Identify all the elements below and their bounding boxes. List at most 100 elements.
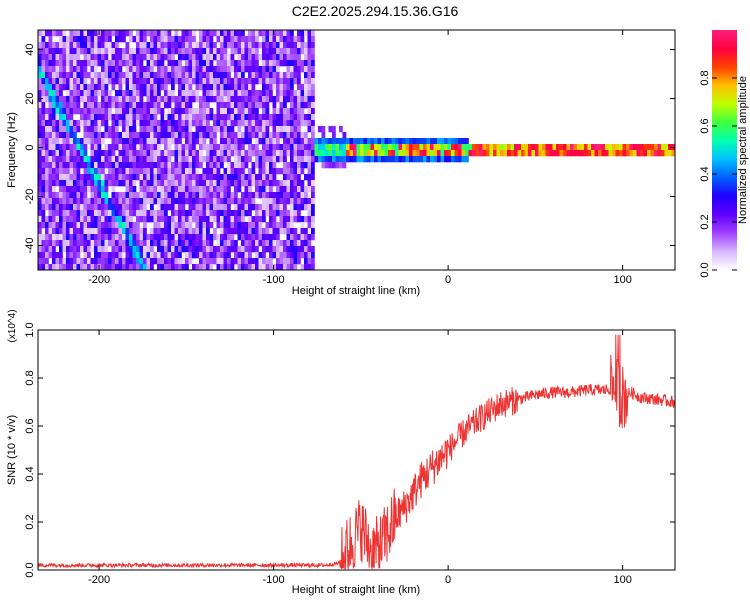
heatmap-cell bbox=[125, 30, 130, 37]
heatmap-cell bbox=[213, 252, 217, 259]
heatmap-cell bbox=[216, 204, 221, 211]
heatmap-cell bbox=[209, 90, 214, 97]
heatmap-cell bbox=[125, 240, 130, 247]
heatmap-cell bbox=[160, 120, 165, 127]
heatmap-cell bbox=[213, 90, 217, 97]
heatmap-cell bbox=[48, 174, 53, 181]
heatmap-cell bbox=[279, 42, 284, 49]
heatmap-cell bbox=[465, 156, 469, 163]
heatmap-cell bbox=[286, 252, 291, 259]
heatmap-cell bbox=[136, 108, 140, 115]
heatmap-cell bbox=[290, 246, 294, 253]
heatmap-cell bbox=[262, 180, 266, 187]
heatmap-cell bbox=[199, 210, 203, 217]
heatmap-cell bbox=[73, 42, 77, 49]
heatmap-cell bbox=[283, 162, 287, 169]
heatmap-cell bbox=[230, 102, 235, 109]
heatmap-cell bbox=[139, 72, 144, 79]
heatmap-cell bbox=[563, 144, 567, 151]
heatmap-cell bbox=[94, 78, 98, 85]
heatmap-cell bbox=[307, 174, 312, 181]
heatmap-cell bbox=[45, 120, 49, 127]
heatmap-cell bbox=[104, 204, 109, 211]
heatmap-cell bbox=[209, 156, 214, 163]
heatmap-cell bbox=[461, 144, 466, 151]
heatmap-cell bbox=[213, 180, 217, 187]
heatmap-cell bbox=[304, 114, 308, 121]
heatmap-cell bbox=[104, 240, 109, 247]
heatmap-cell bbox=[237, 258, 242, 265]
heatmap-cell bbox=[244, 264, 249, 270]
heatmap-cell bbox=[164, 144, 168, 151]
heatmap-cell bbox=[398, 156, 403, 163]
heatmap-cell bbox=[129, 36, 133, 43]
heatmap-cell bbox=[111, 216, 116, 223]
heatmap-cell bbox=[178, 114, 182, 121]
heatmap-cell bbox=[52, 132, 56, 139]
heatmap-cell bbox=[192, 180, 196, 187]
heatmap-cell bbox=[83, 264, 88, 270]
heatmap-cell bbox=[143, 120, 147, 127]
heatmap-cell bbox=[97, 192, 102, 199]
heatmap-cell bbox=[188, 78, 193, 85]
heatmap-cell bbox=[111, 132, 116, 139]
heatmap-cell bbox=[276, 78, 280, 85]
heatmap-cell bbox=[283, 102, 287, 109]
heatmap-cell bbox=[83, 114, 88, 121]
heatmap-cell bbox=[223, 42, 228, 49]
heatmap-cell bbox=[66, 216, 70, 223]
heatmap-cell bbox=[73, 138, 77, 145]
heatmap-cell bbox=[199, 222, 203, 229]
heatmap-cell bbox=[45, 84, 49, 91]
heatmap-cell bbox=[132, 198, 137, 205]
heatmap-cell bbox=[272, 264, 277, 270]
heatmap-cell bbox=[153, 174, 158, 181]
heatmap-cell bbox=[423, 138, 427, 145]
heatmap-cell bbox=[125, 60, 130, 67]
heatmap-cell bbox=[174, 48, 179, 55]
heatmap-cell bbox=[118, 138, 123, 145]
heatmap-cell bbox=[66, 222, 70, 229]
snr-x-axis-label: Height of straight line (km) bbox=[292, 584, 420, 596]
heatmap-cell bbox=[216, 30, 221, 37]
heatmap-cell bbox=[220, 192, 224, 199]
heatmap-cell bbox=[125, 138, 130, 145]
heatmap-cell bbox=[164, 36, 168, 43]
heatmap-cell bbox=[300, 228, 305, 235]
heatmap-cell bbox=[566, 144, 571, 151]
heatmap-cell bbox=[157, 186, 161, 193]
heatmap-cell bbox=[279, 48, 284, 55]
heatmap-cell bbox=[283, 114, 287, 121]
heatmap-cell bbox=[178, 84, 182, 91]
heatmap-cell bbox=[129, 168, 133, 175]
heatmap-cell bbox=[314, 138, 319, 145]
heatmap-cell bbox=[192, 36, 196, 43]
heatmap-cell bbox=[146, 126, 151, 133]
heatmap-cell bbox=[87, 210, 91, 217]
heatmap-cell bbox=[66, 234, 70, 241]
snr-y-tick-label: 0.6 bbox=[24, 418, 36, 433]
heatmap-cell bbox=[290, 150, 294, 157]
heatmap-cell bbox=[111, 168, 116, 175]
heatmap-cell bbox=[48, 48, 53, 55]
heatmap-cell bbox=[241, 168, 245, 175]
heatmap-cell bbox=[167, 66, 172, 73]
heatmap-cell bbox=[286, 96, 291, 103]
heatmap-cell bbox=[167, 216, 172, 223]
heatmap-cell bbox=[311, 138, 315, 145]
heatmap-cell bbox=[157, 192, 161, 199]
heatmap-cell bbox=[258, 30, 263, 37]
heatmap-cell bbox=[83, 96, 88, 103]
heatmap-cell bbox=[164, 30, 168, 37]
heatmap-cell bbox=[132, 120, 137, 127]
heatmap-cell bbox=[174, 204, 179, 211]
heatmap-cell bbox=[223, 156, 228, 163]
heatmap-cell bbox=[101, 246, 105, 253]
heatmap-cell bbox=[230, 144, 235, 151]
heatmap-cell bbox=[220, 174, 224, 181]
heatmap-cell bbox=[62, 222, 67, 229]
heatmap-cell bbox=[227, 234, 231, 241]
heatmap-cell bbox=[262, 174, 266, 181]
heatmap-cell bbox=[188, 234, 193, 241]
heatmap-cell bbox=[185, 114, 189, 121]
